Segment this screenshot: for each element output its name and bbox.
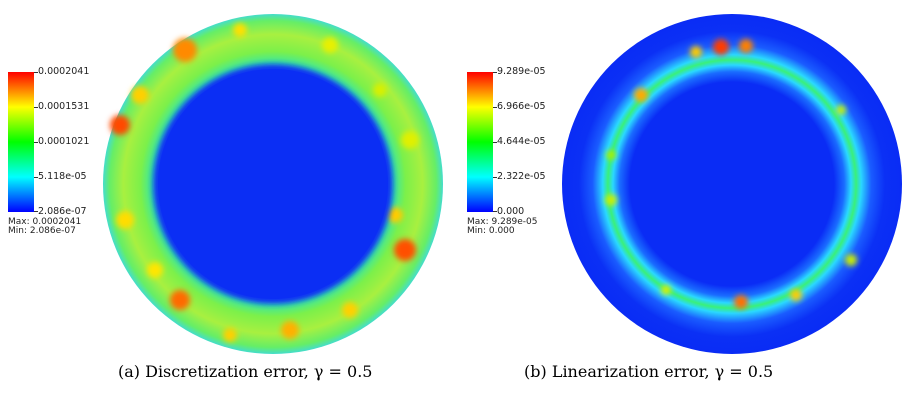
colorbar-a-min: Min: 2.086e-07 xyxy=(8,226,76,236)
figure-panel-b: 9.289e-05 6.966e-05 4.644e-05 2.322e-05 … xyxy=(451,0,902,412)
caption-b: (b) Linearization error, γ = 0.5 xyxy=(524,362,773,381)
colorbar-b-min: Min: 0.000 xyxy=(467,226,515,236)
colorbar-a-tick-2: 0.0001021 xyxy=(38,137,89,147)
colorbar-b-tick-1: 6.966e-05 xyxy=(497,102,546,112)
disc-b xyxy=(562,14,902,354)
colorbar-b xyxy=(467,72,493,212)
colorbar-b-tick-4: 0.000 xyxy=(497,207,524,217)
colorbar-a-tick-4: 2.086e-07 xyxy=(38,207,87,217)
colorbar-a-tick-1: 0.0001531 xyxy=(38,102,89,112)
colorbar-b-tick-0: 9.289e-05 xyxy=(497,67,546,77)
colorbar-a xyxy=(8,72,34,212)
figure-panel-a: 0.0002041 0.0001531 0.0001021 5.118e-05 … xyxy=(0,0,451,412)
colorbar-b-tick-2: 4.644e-05 xyxy=(497,137,546,147)
colorbar-a-tick-0: 0.0002041 xyxy=(38,67,89,77)
colorbar-a-tick-3: 5.118e-05 xyxy=(38,172,87,182)
caption-a: (a) Discretization error, γ = 0.5 xyxy=(118,362,372,381)
colorbar-b-tick-3: 2.322e-05 xyxy=(497,172,546,182)
